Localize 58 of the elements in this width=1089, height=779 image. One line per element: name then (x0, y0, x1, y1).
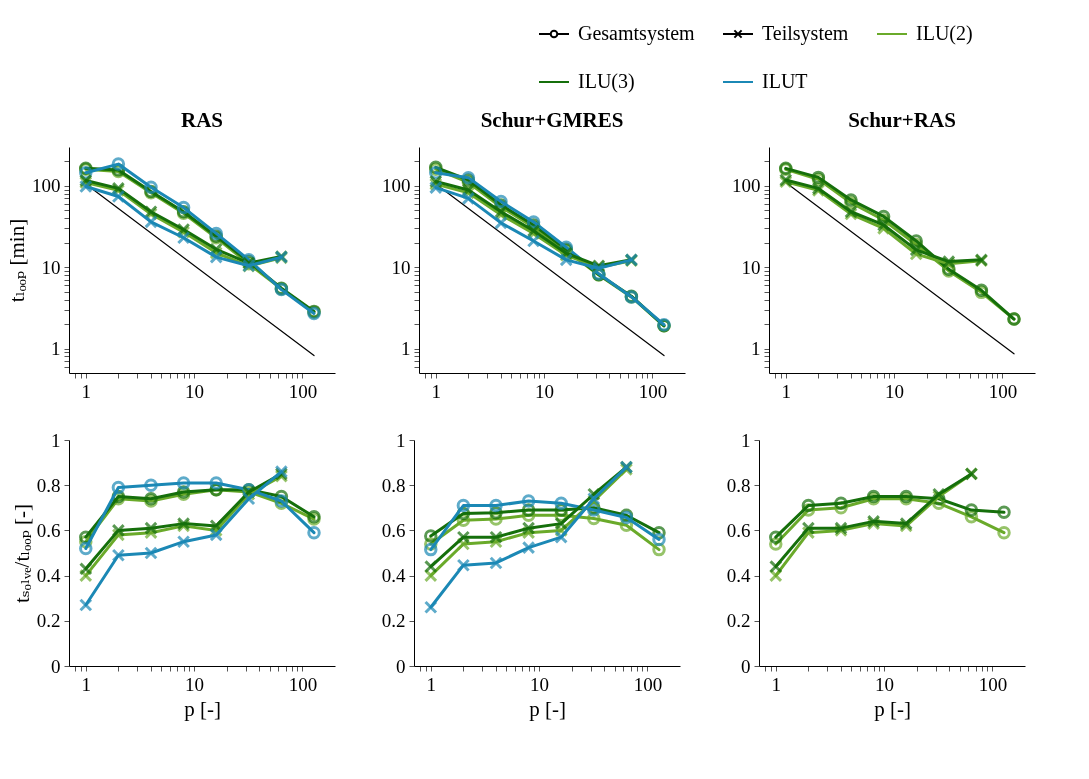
y-tick-label: 10 (41, 256, 61, 278)
x-tick-label: 10 (530, 673, 550, 695)
x-tick-label: 100 (288, 380, 318, 402)
y-tick-label: 100 (382, 175, 411, 197)
y-tick-label: 1 (401, 338, 411, 360)
x-tick-label: 1 (781, 380, 792, 402)
y-tick-label: 0.8 (726, 474, 751, 496)
x-tick-label: 100 (978, 673, 1008, 695)
y-tick-label: 0 (396, 655, 406, 677)
x-tick-label: 1 (81, 380, 92, 402)
legend-label: ILUT (762, 70, 808, 92)
x-tick-label: 10 (885, 380, 905, 402)
legend-label: ILU(2) (916, 22, 973, 45)
legend-label: Gesamtsystem (578, 22, 696, 45)
y-tick-label: 0.6 (36, 519, 61, 541)
y-tick-label: 100 (32, 175, 61, 197)
x-tick-label: 100 (638, 380, 668, 402)
y-tick-label: 0.2 (381, 610, 406, 632)
x-tick-label: 100 (633, 673, 663, 695)
y-tick-label: 10 (741, 256, 761, 278)
y-tick-label: 0.6 (726, 519, 751, 541)
y-tick-label: 0.4 (36, 565, 61, 587)
chart-title: Schur+GMRES (480, 108, 624, 132)
y-tick-label: 0.6 (381, 519, 406, 541)
y-tick-label: 10 (391, 256, 411, 278)
x-tick-label: 1 (426, 673, 437, 695)
y-tick-label: 0.2 (36, 610, 61, 632)
y-tick-label: 1 (51, 429, 61, 451)
y-tick-label: 0.4 (726, 565, 751, 587)
x-tick-label: 10 (185, 380, 205, 402)
x-tick-label: 1 (771, 673, 782, 695)
y-tick-label: 0.8 (36, 474, 61, 496)
y-tick-label: 1 (51, 338, 61, 360)
chart-title: Schur+RAS (848, 108, 956, 132)
x-tick-label: 1 (81, 673, 92, 695)
x-axis-title: p [-] (874, 696, 911, 721)
legend-label: ILU(3) (578, 70, 635, 93)
x-axis-title: p [-] (529, 696, 566, 721)
x-tick-label: 10 (185, 673, 205, 695)
y-tick-label: 0 (51, 655, 61, 677)
y-tick-label: 1 (751, 338, 761, 360)
x-axis-title: p [-] (184, 696, 221, 721)
x-tick-label: 10 (875, 673, 895, 695)
y-tick-label: 0.2 (726, 610, 751, 632)
y-tick-label: 1 (741, 429, 751, 451)
y-tick-label: 0.8 (381, 474, 406, 496)
x-tick-label: 10 (535, 380, 555, 402)
x-tick-label: 1 (431, 380, 442, 402)
legend-label: Teilsystem (762, 22, 849, 45)
y-tick-label: 100 (732, 175, 761, 197)
chart-title: RAS (180, 108, 224, 132)
y-tick-label: 0 (741, 655, 751, 677)
x-tick-label: 100 (288, 673, 318, 695)
y-tick-label: 1 (396, 429, 406, 451)
y-tick-label: 0.4 (381, 565, 406, 587)
x-tick-label: 100 (988, 380, 1018, 402)
y-axis-title: tₛₒₗᵥₑ/tₗₒₒₚ [-] (9, 503, 34, 604)
y-axis-title: tₗₒₒₚ [min] (5, 218, 29, 303)
